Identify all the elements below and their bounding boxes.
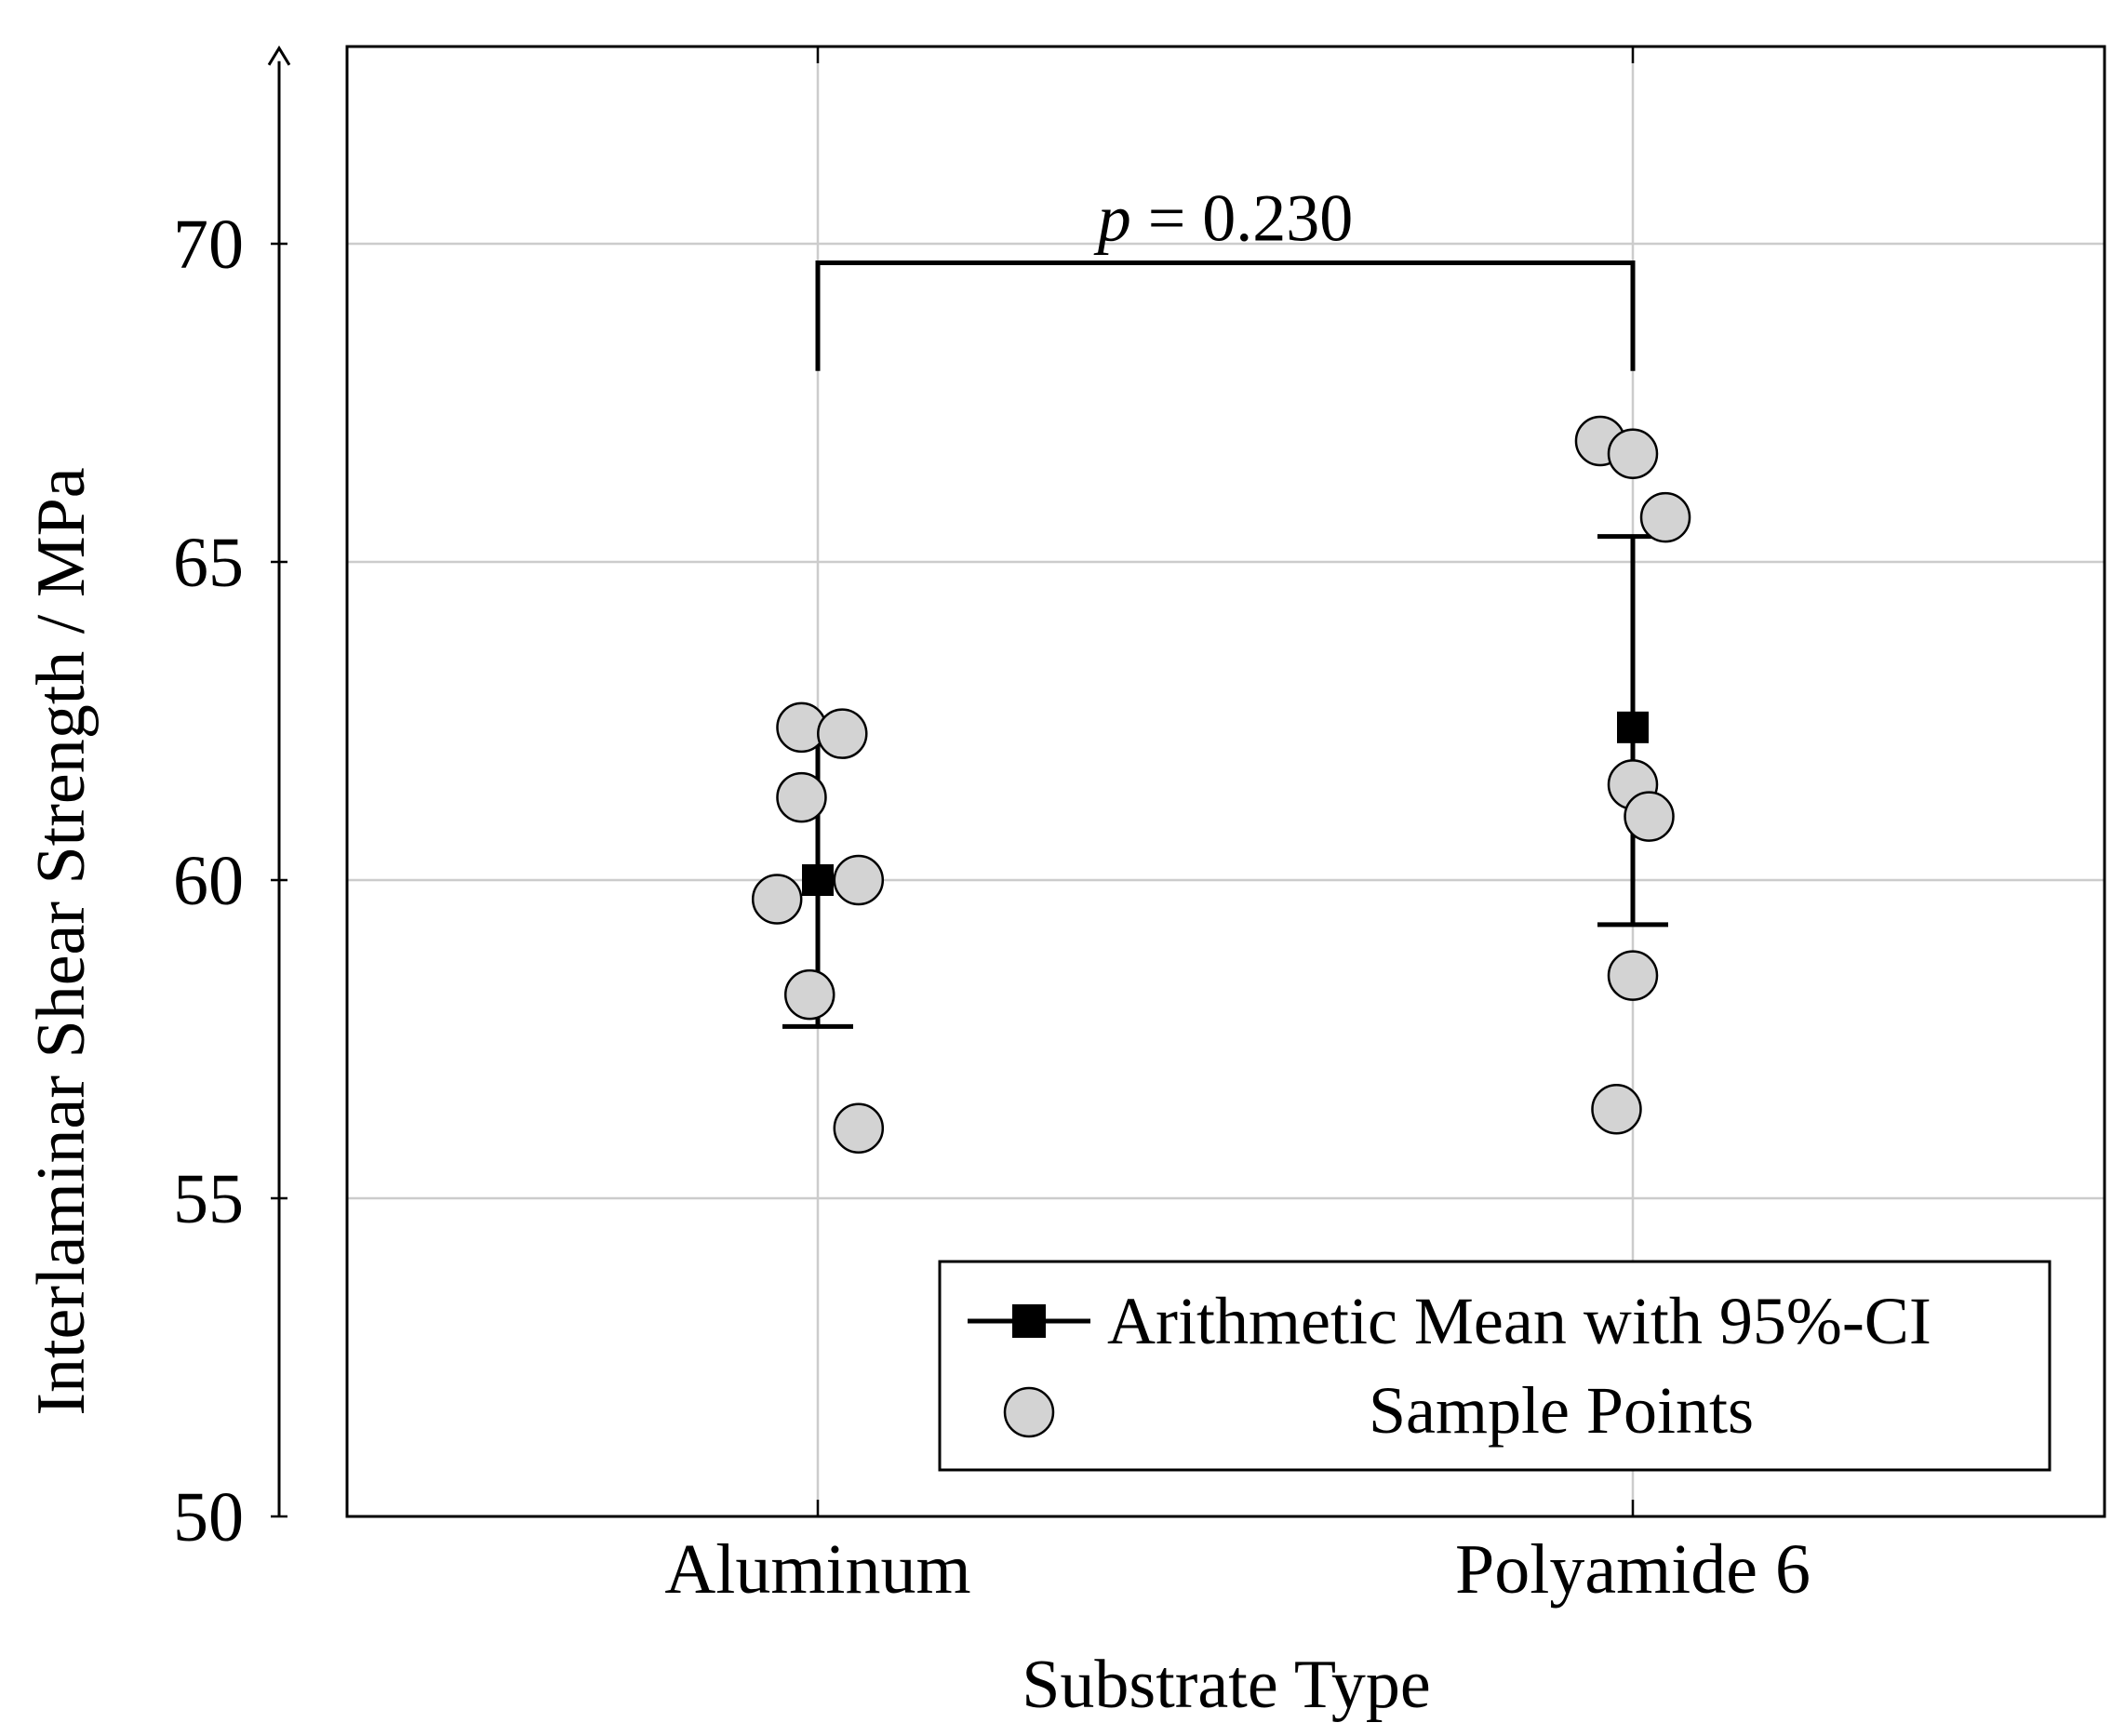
legend-box [938,1260,2051,1472]
p-value-label: p = 0.230 [1093,181,1354,256]
y-tick-label-60: 60 [173,842,244,920]
x-axis-title: Substrate Type [1022,1647,1430,1723]
legend-mean-marker [1012,1304,1046,1338]
sample-point-2 [776,771,827,823]
y-axis-title: Interlaminar Shear Strength / MPa [23,467,100,1415]
x-category-label-1: Polyamide 6 [1455,1530,1811,1609]
sample-point-13 [1591,1083,1642,1135]
y-axis: 50 55 60 65 70 [173,45,1635,1556]
p-value: = 0.230 [1131,181,1354,256]
y-axis-arrow [267,45,291,66]
significance-bracket: p = 0.230 [815,181,1636,371]
p-symbol: p [1093,181,1131,256]
sample-point-9 [1639,491,1691,543]
y-tick-label-65: 65 [173,524,244,602]
plot-frame [345,45,2106,1518]
sample-point-12 [1607,950,1659,1001]
p-value-bracket [815,260,1636,371]
sample-point-6 [833,1102,885,1155]
sample-point-8 [1607,428,1659,479]
sample-points-series [751,415,1691,1155]
sample-point-11 [1624,791,1675,842]
legend-mean-label: Arithmetic Mean with 95%-CI [1107,1284,1931,1358]
mean-marker-0 [802,864,834,896]
legend-points-marker [1003,1386,1055,1438]
mean-ci-series [782,534,1668,1029]
mean-marker-1 [1617,711,1649,743]
sample-point-4 [833,854,885,906]
sample-point-1 [817,708,868,759]
sample-point-3 [751,874,803,925]
y-tick-label-70: 70 [173,206,244,284]
x-category-label-0: Aluminum [664,1530,970,1609]
sample-point-5 [783,968,835,1021]
x-axis-categories: Aluminum Polyamide 6 [664,1530,1811,1609]
legend-points-label: Sample Points [1369,1373,1754,1448]
y-tick-label-50: 50 [173,1478,244,1556]
legend: Arithmetic Mean with 95%-CI Sample Point… [938,1260,2051,1472]
y-tick-label-55: 55 [173,1160,244,1238]
